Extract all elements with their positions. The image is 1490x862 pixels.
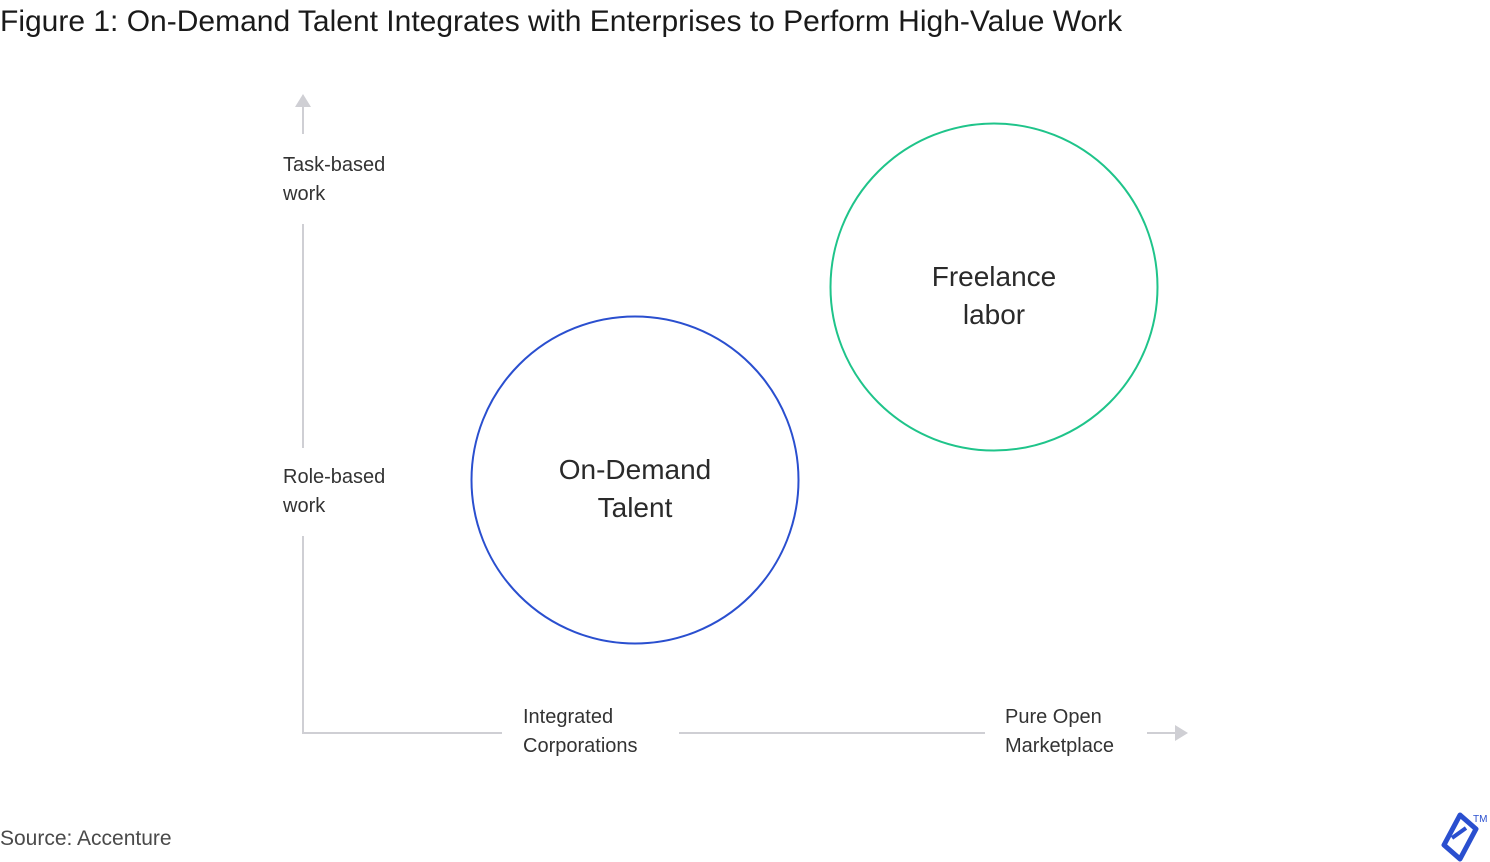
x-axis-left-label-line-2: Corporations [523,735,638,757]
x-axis-right-label: Pure Open Marketplace [1005,703,1114,761]
freelance-labor-label-line-2: labor [962,299,1026,330]
y-axis-bottom-label: Role-based work [283,463,385,521]
freelance-labor-label: Freelance labor [894,258,1094,334]
source-caption: Source: Accenture [0,827,172,850]
y-axis-bottom-label-line-1: Role-based [283,466,386,488]
y-axis-top-label: Task-based work [283,151,385,209]
toptal-logo-icon: TM [1441,812,1487,862]
x-axis-right-label-line-2: Marketplace [1005,735,1114,757]
y-axis-top-label-line-1: Task-based [283,154,386,176]
on-demand-talent-label-line-1: On-Demand [558,454,712,485]
x-axis-left-label: Integrated Corporations [523,703,638,761]
x-axis-left-label-line-1: Integrated [523,706,614,728]
y-axis-arrow-icon [295,94,311,107]
y-axis-bottom-label-line-2: work [283,495,326,517]
page-title: Figure 1: On-Demand Talent Integrates wi… [0,5,1123,38]
x-axis-right-label-line-1: Pure Open [1005,706,1102,728]
freelance-labor-label-line-1: Freelance [931,261,1057,292]
trademark-label: TM [1473,814,1487,825]
x-axis-arrow-icon [1175,725,1188,741]
on-demand-talent-circle [470,315,800,645]
freelance-labor-circle [829,122,1159,452]
on-demand-talent-label-line-2: Talent [597,492,673,523]
y-axis-top-label-line-2: work [283,183,326,205]
on-demand-talent-label: On-Demand Talent [535,451,735,527]
